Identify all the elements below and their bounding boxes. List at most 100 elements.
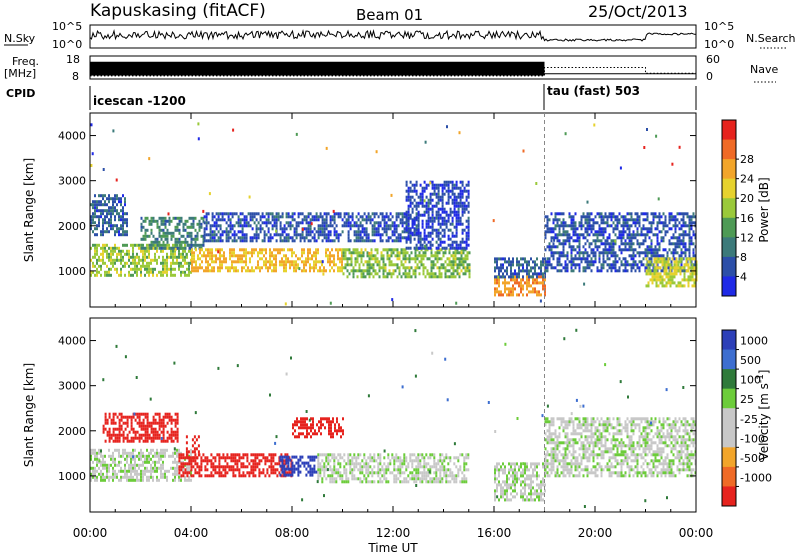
heatmap-cell	[112, 209, 114, 213]
heatmap-cell	[437, 189, 440, 193]
heatmap-cell	[279, 263, 281, 267]
heatmap-cell	[459, 192, 462, 196]
heatmap-cell	[205, 239, 208, 243]
heatmap-cell	[136, 415, 139, 419]
heatmap-point	[284, 302, 287, 306]
heatmap-cell	[512, 275, 514, 279]
heatmap-cell	[538, 290, 540, 294]
heatmap-cell	[207, 254, 209, 258]
heatmap-point	[275, 229, 278, 233]
heatmap-cell	[116, 194, 118, 198]
heatmap-cell	[164, 451, 166, 455]
heatmap-cell	[435, 186, 438, 190]
heatmap-cell	[148, 436, 151, 440]
heatmap-cell	[381, 215, 384, 219]
heatmap-cell	[687, 284, 690, 288]
heatmap-cell	[428, 257, 431, 261]
heatmap-cell	[184, 475, 186, 479]
heatmap-cell	[667, 272, 670, 276]
heatmap-cell	[536, 275, 538, 279]
heatmap-cell	[441, 222, 444, 226]
heatmap-cell	[663, 272, 666, 276]
heatmap-cell	[413, 219, 416, 223]
heatmap-cell	[395, 236, 398, 240]
heatmap-cell	[421, 222, 424, 226]
heatmap-cell	[273, 218, 276, 222]
heatmap-cell	[500, 269, 502, 273]
heatmap-cell	[172, 231, 175, 235]
heatmap-cell	[307, 251, 309, 255]
heatmap-cell	[96, 261, 98, 265]
heatmap-cell	[174, 243, 177, 247]
heatmap-cell	[166, 415, 169, 419]
heatmap-cell	[237, 230, 240, 234]
heatmap-cell	[460, 257, 463, 261]
heatmap-cell	[162, 270, 164, 274]
heatmap-cell	[152, 478, 154, 482]
heatmap-cell	[241, 248, 243, 252]
heatmap-cell	[393, 224, 396, 228]
heatmap-cell	[142, 427, 145, 431]
heatmap-cell	[134, 261, 136, 265]
heatmap-cell	[152, 240, 155, 244]
heatmap-cell	[432, 254, 435, 258]
heatmap-cell	[307, 239, 310, 243]
heatmap-cell	[279, 224, 282, 228]
heatmap-cell	[209, 251, 211, 255]
heatmap-cell	[98, 221, 100, 225]
heatmap-cell	[455, 213, 458, 217]
heatmap-cell	[457, 246, 460, 250]
heatmap-cell	[268, 474, 271, 478]
heatmap-cell	[582, 251, 585, 255]
colorbar-tick-label: 12	[740, 231, 754, 244]
heatmap-cell	[462, 266, 465, 270]
heatmap-cell	[680, 224, 683, 228]
heatmap-cell	[608, 266, 611, 270]
heatmap-cell	[191, 450, 194, 454]
heatmap-cell	[441, 216, 444, 220]
heatmap-cell	[654, 251, 657, 255]
heatmap-cell	[98, 243, 100, 247]
heatmap-cell	[409, 237, 412, 241]
heatmap-cell	[668, 212, 671, 216]
heatmap-cell	[526, 260, 528, 264]
heatmap-cell	[425, 207, 428, 211]
heatmap-cell	[309, 221, 312, 225]
heatmap-cell	[160, 228, 163, 232]
heatmap-cell	[265, 248, 267, 252]
heatmap-cell	[441, 186, 444, 190]
heatmap-cell	[408, 254, 411, 258]
heatmap-cell	[628, 224, 631, 228]
heatmap-cell	[273, 257, 275, 261]
heatmap-cell	[329, 239, 332, 243]
heatmap-cell	[522, 269, 524, 273]
heatmap-cell	[201, 260, 203, 264]
heatmap-cell	[659, 275, 662, 279]
heatmap-cell	[170, 430, 173, 434]
heatmap-cell	[413, 228, 416, 232]
heatmap-cell	[522, 284, 524, 288]
heatmap-cell	[98, 466, 100, 470]
heatmap-cell	[124, 200, 126, 204]
heatmap-cell	[281, 263, 283, 267]
heatmap-cell	[692, 248, 695, 252]
heatmap-cell	[205, 221, 208, 225]
heatmap-cell	[317, 248, 319, 252]
heatmap-cell	[194, 468, 197, 472]
heatmap-cell	[540, 275, 542, 279]
heatmap-cell	[209, 224, 212, 228]
heatmap-cell	[458, 263, 461, 267]
heatmap-cell	[608, 215, 611, 219]
heatmap-cell	[415, 233, 418, 237]
heatmap-cell	[665, 266, 668, 270]
heatmap-cell	[108, 209, 110, 213]
heatmap-cell	[683, 275, 686, 279]
heatmap-cell	[540, 263, 542, 267]
heatmap-cell	[146, 469, 148, 473]
heatmap-cell	[447, 183, 450, 187]
heatmap-cell	[148, 252, 150, 256]
heatmap-cell	[368, 269, 371, 273]
heatmap-cell	[672, 242, 675, 246]
heatmap-cell	[459, 195, 462, 199]
heatmap-cell	[460, 260, 463, 264]
